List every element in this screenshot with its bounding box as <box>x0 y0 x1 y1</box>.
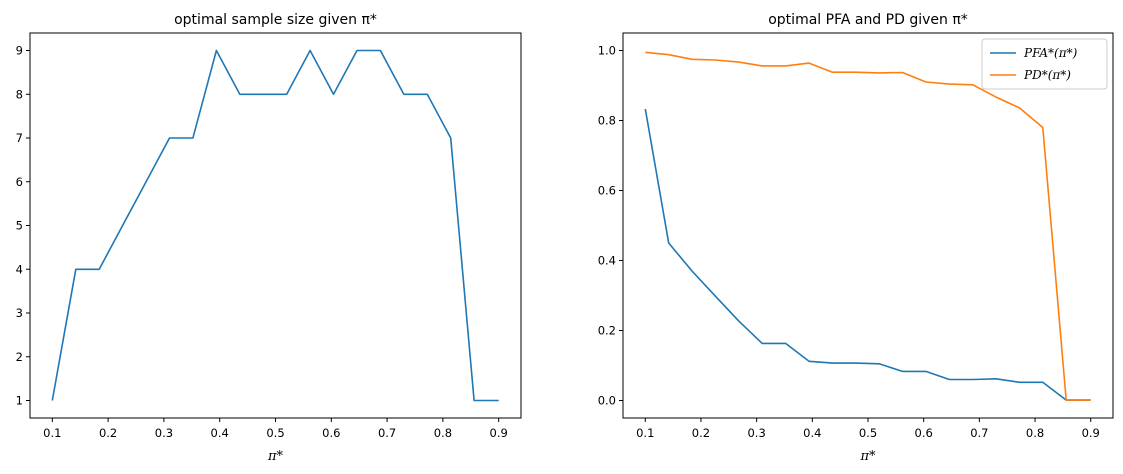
x-tick-label: 0.8 <box>434 426 452 440</box>
y-tick-label: 9 <box>16 44 23 58</box>
chart-title: optimal sample size given π* <box>174 12 377 28</box>
y-tick-label: 1.0 <box>598 44 616 58</box>
x-tick-label: 0.5 <box>266 426 284 440</box>
x-tick-label: 0.9 <box>490 426 508 440</box>
x-tick-label: 0.1 <box>43 426 61 440</box>
x-axis-label: π* <box>859 449 876 464</box>
y-axis: 1 2 3 4 5 6 7 8 9 <box>16 44 30 408</box>
axes-frame <box>622 32 1114 419</box>
x-tick-label: 0.7 <box>378 426 396 440</box>
y-tick-label: 4 <box>16 262 23 276</box>
y-tick-label: 0.8 <box>598 114 616 128</box>
x-tick-label: 0.9 <box>1082 426 1100 440</box>
chart-title: optimal PFA and PD given π* <box>768 12 968 28</box>
x-tick-label: 0.1 <box>636 426 654 440</box>
legend: PFA*(π*) PD*(π*) <box>981 38 1108 90</box>
axes-frame <box>29 32 522 419</box>
series-line-1 <box>645 51 1091 401</box>
x-axis: 0.1 0.2 0.3 0.4 0.5 0.6 0.7 0.8 0.9 <box>43 418 508 440</box>
x-tick-label: 0.2 <box>692 426 710 440</box>
y-tick-label: 3 <box>16 306 23 320</box>
x-tick-label: 0.3 <box>747 426 765 440</box>
y-tick-label: 1 <box>16 394 23 408</box>
sample-size-panel: optimal sample size given π* 1 2 3 4 5 6 7 8 9 0… <box>16 12 522 464</box>
x-tick-label: 0.6 <box>322 426 340 440</box>
x-tick-label: 0.6 <box>915 426 933 440</box>
x-tick-label: 0.4 <box>211 426 229 440</box>
y-tick-label: 0.2 <box>598 324 616 338</box>
y-tick-label: 0.6 <box>598 184 616 198</box>
x-tick-label: 0.2 <box>99 426 117 440</box>
y-tick-label: 2 <box>16 350 23 364</box>
series-line-0 <box>644 108 1091 401</box>
y-tick-label: 0.4 <box>598 254 616 268</box>
y-tick-label: 5 <box>16 219 23 233</box>
legend-label: PFA*(π*) <box>1023 46 1078 60</box>
y-tick-label: 8 <box>16 87 23 101</box>
y-tick-label: 7 <box>16 131 23 145</box>
legend-label: PD*(π*) <box>1023 68 1071 82</box>
y-tick-label: 0.0 <box>598 394 616 408</box>
y-tick-label: 6 <box>16 175 23 189</box>
x-tick-label: 0.8 <box>1026 426 1044 440</box>
series-line-0 <box>51 49 499 402</box>
legend-box <box>981 38 1108 90</box>
y-axis: 0.0 0.2 0.4 0.6 0.8 1.0 <box>598 44 623 408</box>
pfa-pd-panel: optimal PFA and PD given π* 0.0 0.2 0.4 0.6… <box>598 12 1114 464</box>
x-tick-label: 0.7 <box>970 426 988 440</box>
plot-lines <box>644 51 1091 401</box>
x-tick-label: 0.4 <box>803 426 821 440</box>
plot-lines <box>51 49 499 402</box>
x-axis: 0.1 0.2 0.3 0.4 0.5 0.6 0.7 0.8 0.9 <box>636 418 1100 440</box>
x-tick-label: 0.5 <box>859 426 877 440</box>
x-axis-label: π* <box>267 449 284 464</box>
x-tick-label: 0.3 <box>155 426 173 440</box>
